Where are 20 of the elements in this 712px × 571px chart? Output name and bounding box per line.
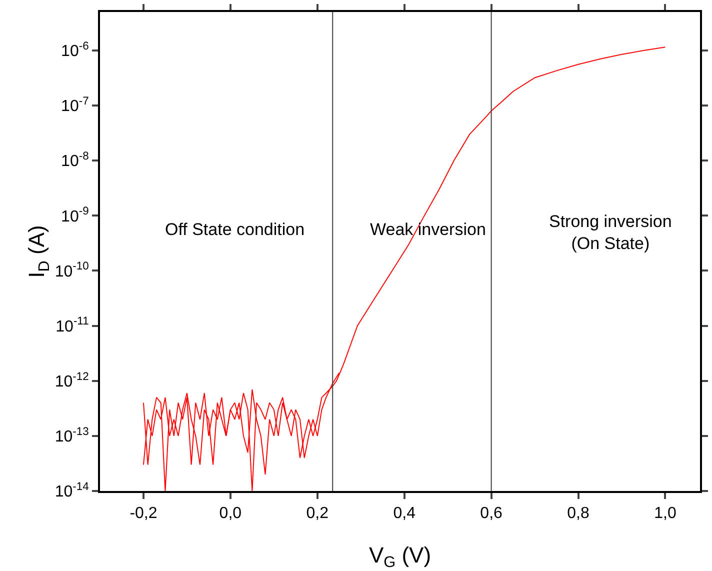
- y-tick-label: 10$^{-12}$: [54, 370, 89, 390]
- annotation: Strong inversion (On State): [549, 212, 672, 254]
- x-tick-label: -0,2: [130, 505, 158, 522]
- x-tick-label: 0,4: [393, 505, 416, 522]
- y-tick-label: 10$^{-9}$: [61, 206, 89, 226]
- x-tick-label: 0,8: [567, 505, 590, 522]
- y-tick-label: 10$^{-13}$: [54, 426, 89, 446]
- y-tick-label: 10$^{-6}$: [61, 40, 89, 60]
- y-tick-label: 10$^{-14}$: [54, 480, 89, 501]
- x-tick-label: 0,6: [480, 505, 503, 522]
- x-tick-label: 0,2: [306, 505, 329, 522]
- y-tick-label: 10$^{-8}$: [61, 150, 89, 170]
- x-axis-title: V$_{G}$ (V): [368, 542, 432, 571]
- x-tick-label: 0,0: [219, 505, 242, 522]
- annotation: Off State condition: [165, 220, 305, 239]
- y-tick-label: 10$^{-10}$: [54, 260, 89, 280]
- x-tick-label: 1,0: [654, 505, 676, 522]
- annotation: Weak inversion: [370, 220, 486, 239]
- y-tick-label: 10$^{-7}$: [61, 95, 89, 116]
- y-tick-label: 10$^{-11}$: [56, 316, 89, 336]
